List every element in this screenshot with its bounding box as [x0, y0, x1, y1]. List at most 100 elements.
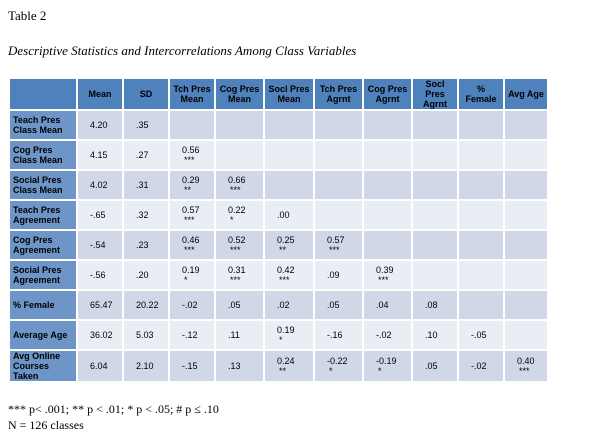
- cell-value: -.02: [376, 330, 392, 340]
- cell-value: 0.46: [182, 235, 200, 245]
- column-header: Cog Pres Agrnt: [364, 79, 411, 109]
- table-cell: 0.22 *: [216, 201, 263, 229]
- table-row: Average Age 36.02 5.03 -.12 .11 0.19 * -.16 -.02…: [10, 321, 547, 349]
- cell-value: .10: [425, 330, 438, 340]
- cell-value: 5.03: [136, 330, 154, 340]
- table-cell: [459, 111, 503, 139]
- table-cell: .09: [315, 261, 362, 289]
- table-cell: [364, 111, 411, 139]
- table-cell: [505, 321, 547, 349]
- cell-value: .20: [136, 270, 149, 280]
- cell-value: 0.66: [228, 175, 246, 185]
- significance-marker: **: [184, 185, 192, 195]
- cell-value: 0.22: [228, 205, 246, 215]
- table-cell: 0.25 **: [265, 231, 313, 259]
- cell-value: -.16: [327, 330, 343, 340]
- cell-value: .05: [228, 300, 241, 310]
- table-cell: -.02: [170, 291, 214, 319]
- table-cell: [315, 201, 362, 229]
- table-cell: [265, 171, 313, 199]
- table-row: Social Pres Agreement -.56.20 0.19 * 0.31 ***…: [10, 261, 547, 289]
- significance-marker: *: [378, 366, 382, 376]
- cell-value: 0.19: [182, 265, 200, 275]
- table-cell: 0.29 **: [170, 171, 214, 199]
- column-header: Socl Pres Agrnt: [413, 79, 457, 109]
- corner-cell: [10, 79, 76, 109]
- table-cell: -0.22 *: [315, 351, 362, 381]
- cell-value: 0.39: [376, 265, 394, 275]
- table-cell: [505, 171, 547, 199]
- table-cell: [413, 141, 457, 169]
- table-cell: .05: [413, 351, 457, 381]
- significance-marker: ***: [230, 275, 241, 285]
- table-cell: .08: [413, 291, 457, 319]
- table-cell: 0.39 ***: [364, 261, 411, 289]
- cell-value: 4.20: [90, 120, 108, 130]
- table-cell: [505, 261, 547, 289]
- table-cell: [413, 261, 457, 289]
- table-cell: 0.57 ***: [315, 231, 362, 259]
- header-row: Mean SD Tch Pres Mean Cog Pres Mean Socl Pre…: [10, 79, 547, 109]
- significance-marker: ***: [329, 245, 340, 255]
- cell-value: .02: [277, 300, 290, 310]
- table-cell: .00: [265, 201, 313, 229]
- table-cell: [216, 141, 263, 169]
- significance-marker: **: [279, 366, 287, 376]
- cell-value: 0.25: [277, 235, 295, 245]
- table-cell: [459, 171, 503, 199]
- cell-value: -.65: [90, 210, 106, 220]
- table-cell: 0.66 ***: [216, 171, 263, 199]
- table-cell: [413, 201, 457, 229]
- table-cell: [315, 141, 362, 169]
- cell-value: .04: [376, 300, 389, 310]
- table-cell: [364, 201, 411, 229]
- cell-value: -.15: [182, 361, 198, 371]
- cell-value: 0.29: [182, 175, 200, 185]
- table-title: Table 2: [8, 8, 47, 23]
- cell-value: .08: [425, 300, 438, 310]
- row-header: Teach Pres Class Mean: [10, 111, 76, 139]
- table-cell: [459, 231, 503, 259]
- table-cell: [505, 291, 547, 319]
- table-cell: 0.19 *: [170, 261, 214, 289]
- table-body: Teach Pres Class Mean 4.20 .35 Cog Pres Cla…: [10, 111, 547, 381]
- table-cell: .04: [364, 291, 411, 319]
- table-cell: .32: [124, 201, 168, 229]
- table-subtitle: Descriptive Statistics and Intercorrelat…: [8, 43, 357, 58]
- table-cell: 20.22: [124, 291, 168, 319]
- cell-value: 36.02: [90, 330, 113, 340]
- row-header: Avg Online Courses Taken: [10, 351, 76, 381]
- table-row: Avg Online Courses Taken 6.04 2.10 -.15 .13 0…: [10, 351, 547, 381]
- table-cell: [413, 231, 457, 259]
- cell-value: 0.24: [277, 356, 295, 366]
- row-header: % Female: [10, 291, 76, 319]
- cell-value: .05: [425, 361, 438, 371]
- cell-value: 0.31: [228, 265, 246, 275]
- cell-value: 65.47: [90, 300, 113, 310]
- table-cell: [315, 111, 362, 139]
- cell-value: .05: [327, 300, 340, 310]
- row-header: Social Pres Agreement: [10, 261, 76, 289]
- cell-value: .09: [327, 270, 340, 280]
- table-cell: .02: [265, 291, 313, 319]
- column-header: Mean: [78, 79, 122, 109]
- table-cell: .05: [216, 291, 263, 319]
- column-header: % Female: [459, 79, 503, 109]
- table-cell: .23: [124, 231, 168, 259]
- table-cell: -.15: [170, 351, 214, 381]
- table-cell: [459, 201, 503, 229]
- table-cell: [170, 111, 214, 139]
- significance-marker: *: [329, 366, 333, 376]
- table-cell: 0.56 ***: [170, 141, 214, 169]
- cell-value: -.56: [90, 270, 106, 280]
- table-row: Social Pres Class Mean 4.02.31 0.29 ** 0.66 *…: [10, 171, 547, 199]
- table-cell: [505, 141, 547, 169]
- table-cell: 36.02: [78, 321, 122, 349]
- cell-value: -0.19: [376, 356, 397, 366]
- table-cell: 0.31 ***: [216, 261, 263, 289]
- significance-marker: *: [230, 215, 234, 225]
- table-cell: 4.20: [78, 111, 122, 139]
- sample-note: N = 126 classes: [8, 418, 84, 432]
- table-cell: 0.19 *: [265, 321, 313, 349]
